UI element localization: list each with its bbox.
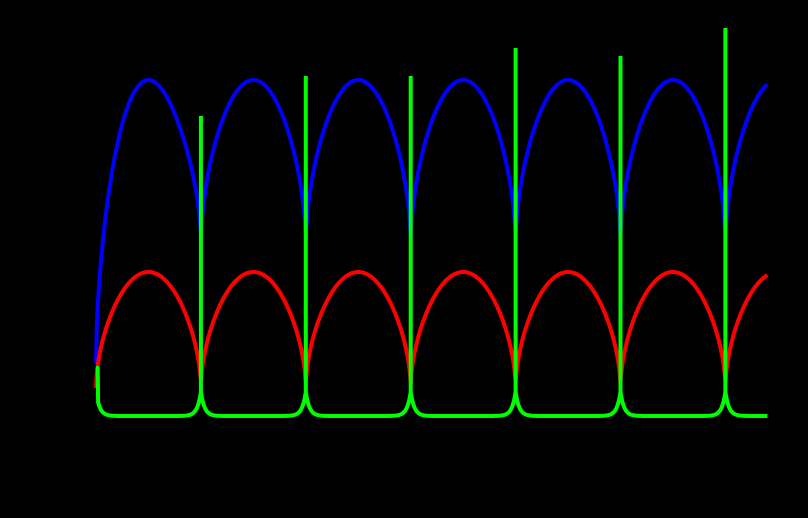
series-green-line — [94, 366, 769, 418]
series-red-line — [94, 270, 769, 389]
series-blue-line — [94, 78, 769, 365]
plot-area — [94, 28, 769, 418]
